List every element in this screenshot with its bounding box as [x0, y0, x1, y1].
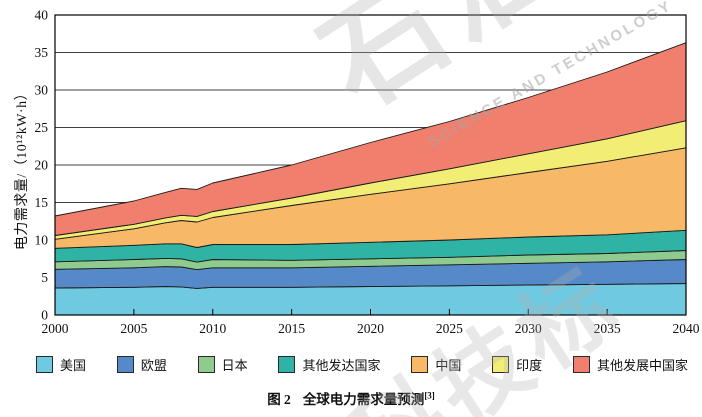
chart-legend: 美国 欧盟 日本 其他发达国家 中国 印度 其他发展中国家 [36, 351, 688, 377]
x-tick-label: 2000 [42, 321, 69, 336]
x-tick-label: 2015 [278, 321, 305, 336]
x-tick-label: 2005 [120, 321, 147, 336]
y-tick-label: 40 [35, 8, 49, 23]
legend-swatch-japan [197, 355, 215, 373]
legend-swatch-other-developing [572, 355, 590, 373]
legend-label-china: 中国 [435, 357, 462, 373]
legend-label-india: 印度 [516, 357, 543, 373]
y-tick-label: 25 [35, 120, 49, 135]
y-tick-label: 35 [35, 45, 49, 60]
y-tick-label: 5 [41, 270, 48, 285]
legend-item-india: 印度 [492, 355, 542, 374]
legend-label-eu: 欧盟 [140, 357, 167, 373]
legend-item-usa: 美国 [36, 355, 86, 374]
legend-swatch-china [411, 355, 429, 373]
legend-label-usa: 美国 [60, 357, 87, 373]
caption-reference: [3] [424, 390, 435, 401]
y-tick-label: 10 [35, 233, 49, 248]
caption-title: 全球电力需求量预测 [302, 392, 425, 407]
y-tick-label: 15 [35, 195, 49, 210]
x-tick-label: 2035 [594, 321, 621, 336]
legend-item-eu: 欧盟 [116, 355, 167, 374]
legend-item-japan: 日本 [197, 355, 248, 374]
x-tick-label: 2020 [357, 321, 384, 336]
y-tick-label: 0 [41, 308, 48, 323]
legend-swatch-india [492, 355, 510, 373]
x-tick-label: 2030 [515, 321, 542, 336]
y-tick-label: 30 [35, 83, 49, 98]
legend-swatch-eu [116, 355, 134, 373]
legend-item-china: 中国 [411, 355, 461, 374]
x-tick-label: 2025 [436, 321, 463, 336]
legend-label-japan: 日本 [221, 357, 248, 373]
x-tick-label: 2010 [199, 321, 226, 336]
legend-label-other-developed: 其他发达国家 [302, 357, 381, 373]
y-tick-label: 20 [35, 158, 49, 173]
caption-number: 图 2 [267, 392, 291, 407]
x-tick-label: 2040 [673, 321, 700, 336]
legend-item-other-developing: 其他发展中国家 [572, 355, 688, 374]
figure-caption: 图 2 全球电力需求量预测[3] [0, 388, 702, 408]
stacked-area-chart: 2000 2005 2010 2015 2020 2025 2030 2035 20400510… [35, 8, 700, 337]
legend-item-other-developed: 其他发达国家 [278, 355, 381, 374]
y-axis-label: 电力需求量/（10¹²kW·h） [15, 85, 30, 251]
legend-label-other-developing: 其他发展中国家 [596, 357, 688, 373]
legend-swatch-usa [36, 355, 53, 373]
legend-swatch-other-developed [278, 355, 296, 373]
